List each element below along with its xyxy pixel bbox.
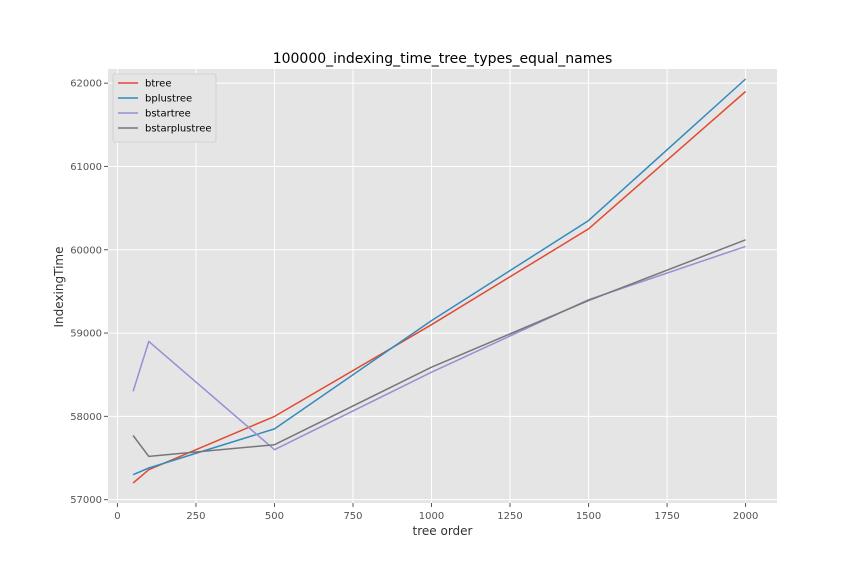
y-axis-ticks: 57000 58000 59000 60000 61000 62000 [70, 79, 108, 506]
series-line-btree [132, 90, 747, 484]
x-tick-label: 750 [343, 511, 362, 522]
legend-label: bplustree [145, 94, 192, 105]
legend-label: btree [145, 79, 171, 90]
legend-label: bstarplustree [145, 124, 212, 135]
y-tick-label: 57000 [70, 495, 102, 506]
y-tick-label: 62000 [70, 79, 102, 90]
x-axis-ticks: 0 250 500 750 1000 1250 1500 1750 2000 [114, 503, 758, 522]
y-tick-label: 60000 [70, 245, 102, 256]
x-tick-label: 2000 [733, 511, 758, 522]
y-axis-label: IndexingTime [52, 247, 66, 328]
legend-label: bstartree [145, 109, 191, 120]
legend: btree bplustree bstartree bstarplustree [112, 73, 217, 143]
chart-title: 100000_indexing_time_tree_types_equal_na… [273, 51, 613, 67]
legend-box [112, 73, 217, 143]
x-tick-label: 1500 [576, 511, 601, 522]
grid [108, 69, 777, 503]
x-tick-label: 1750 [654, 511, 679, 522]
x-tick-label: 1250 [497, 511, 522, 522]
y-tick-label: 61000 [70, 162, 102, 173]
x-tick-label: 500 [265, 511, 284, 522]
x-tick-label: 250 [186, 511, 205, 522]
series-lines [132, 78, 747, 484]
y-tick-label: 59000 [70, 329, 102, 340]
plot-area [108, 69, 777, 503]
x-tick-label: 1000 [419, 511, 444, 522]
x-tick-label: 0 [114, 511, 120, 522]
y-tick-label: 58000 [70, 412, 102, 423]
x-axis-label: tree order [413, 524, 473, 538]
series-line-bplustree [132, 78, 747, 476]
series-line-bstarplustree [132, 239, 746, 458]
